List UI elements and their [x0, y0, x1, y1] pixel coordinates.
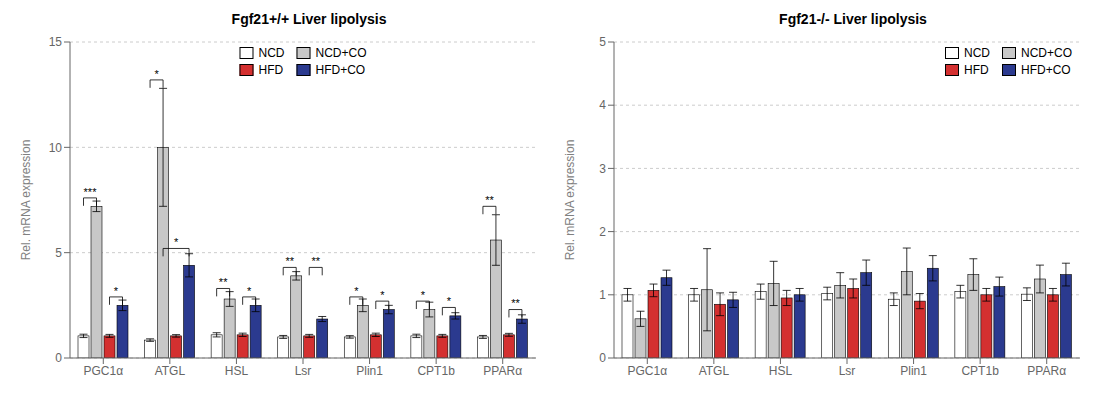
svg-text:*: * — [114, 285, 119, 297]
svg-text:*: * — [380, 289, 385, 301]
svg-text:**: ** — [219, 276, 228, 288]
html-text:HFD: HFD — [964, 63, 989, 77]
svg-text:ATGL: ATGL — [155, 364, 186, 378]
svg-text:PPARα: PPARα — [1027, 364, 1066, 378]
html-text:NCD+CO: NCD+CO — [315, 46, 367, 60]
svg-text:*: * — [247, 285, 252, 297]
svg-text:Rel. mRNA expression: Rel. mRNA expression — [19, 140, 33, 261]
svg-text:HSL: HSL — [225, 364, 249, 378]
svg-text:HSL: HSL — [769, 364, 793, 378]
svg-text:CPT1b: CPT1b — [417, 364, 455, 378]
svg-text:1: 1 — [599, 288, 606, 302]
html-text:Fgf21+/+ Liver lipolysis: Fgf21+/+ Liver lipolysis — [231, 11, 387, 27]
html-text:HFD: HFD — [258, 63, 284, 77]
svg-text:*: * — [447, 295, 452, 307]
svg-text:**: ** — [511, 297, 520, 309]
svg-text:Plin1: Plin1 — [356, 364, 383, 378]
svg-text:0: 0 — [599, 351, 606, 365]
svg-text:5: 5 — [55, 246, 62, 260]
svg-text:2: 2 — [599, 225, 606, 239]
svg-text:PGC1α: PGC1α — [83, 364, 123, 378]
html-text:HFD+CO: HFD+CO — [315, 63, 366, 77]
svg-text:**: ** — [485, 194, 494, 206]
svg-text:3: 3 — [599, 162, 606, 176]
svg-text:*: * — [174, 236, 179, 248]
svg-text:*: * — [354, 285, 359, 297]
svg-text:PPARα: PPARα — [483, 364, 522, 378]
svg-text:**: ** — [311, 255, 320, 267]
svg-text:ATGL: ATGL — [699, 364, 730, 378]
svg-text:*: * — [421, 289, 426, 301]
svg-text:10: 10 — [49, 141, 63, 155]
svg-text:CPT1b: CPT1b — [961, 364, 999, 378]
html-text:NCD: NCD — [258, 46, 285, 60]
html-text:NCD+CO: NCD+CO — [1021, 46, 1072, 60]
html-text:NCD: NCD — [964, 46, 990, 60]
html-text:HFD+CO: HFD+CO — [1021, 63, 1071, 77]
svg-text:0: 0 — [55, 351, 62, 365]
svg-text:Rel. mRNA expression: Rel. mRNA expression — [563, 140, 577, 261]
svg-text:Plin1: Plin1 — [900, 364, 927, 378]
svg-text:*: * — [154, 68, 159, 80]
svg-text:4: 4 — [599, 98, 606, 112]
html-text:Fgf21-/- Liver lipolysis: Fgf21-/- Liver lipolysis — [779, 11, 927, 27]
svg-text:Lsr: Lsr — [295, 364, 312, 378]
svg-text:5: 5 — [599, 35, 606, 49]
svg-text:***: *** — [84, 186, 98, 198]
svg-text:Lsr: Lsr — [839, 364, 856, 378]
svg-text:PGC1α: PGC1α — [627, 364, 667, 378]
svg-text:15: 15 — [49, 35, 63, 49]
svg-text:**: ** — [285, 255, 294, 267]
